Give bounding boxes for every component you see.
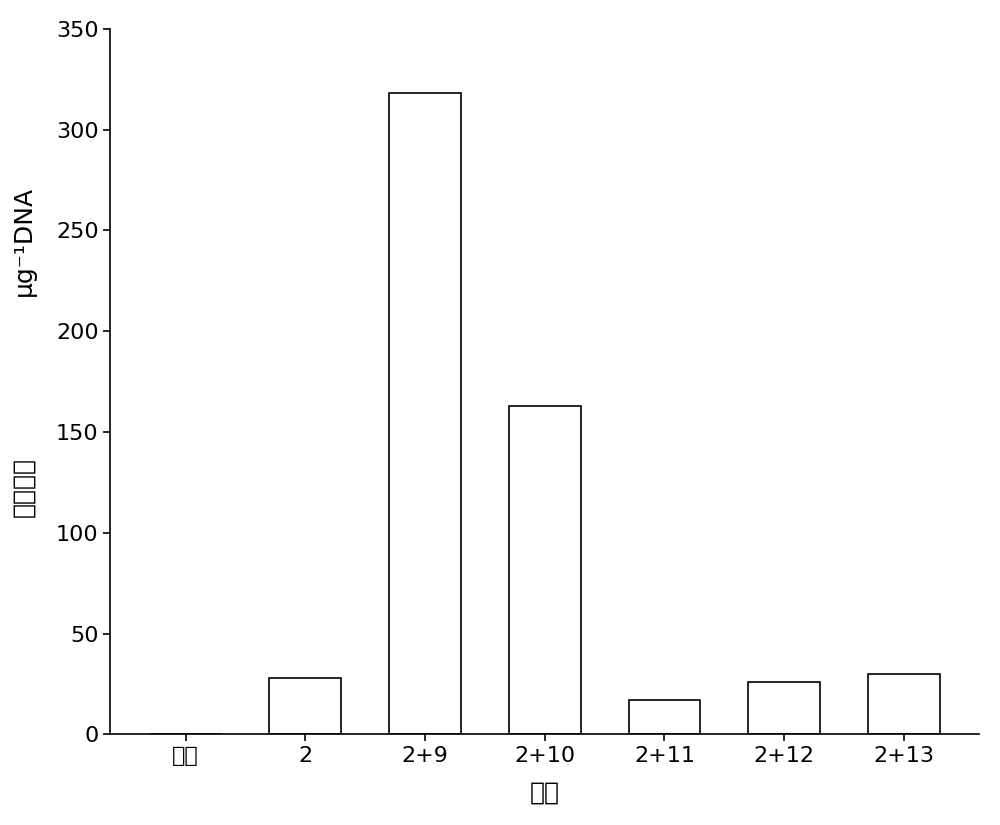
Bar	[389, 93, 461, 734]
Bar	[269, 678, 341, 734]
X-axis label: 质粒: 质粒	[530, 780, 560, 804]
Bar	[509, 406, 581, 734]
Bar	[748, 682, 820, 734]
Bar	[629, 700, 700, 734]
Text: μg⁻¹DNA: μg⁻¹DNA	[11, 186, 35, 295]
Text: 转化效率: 转化效率	[11, 458, 35, 517]
Bar	[868, 674, 940, 734]
